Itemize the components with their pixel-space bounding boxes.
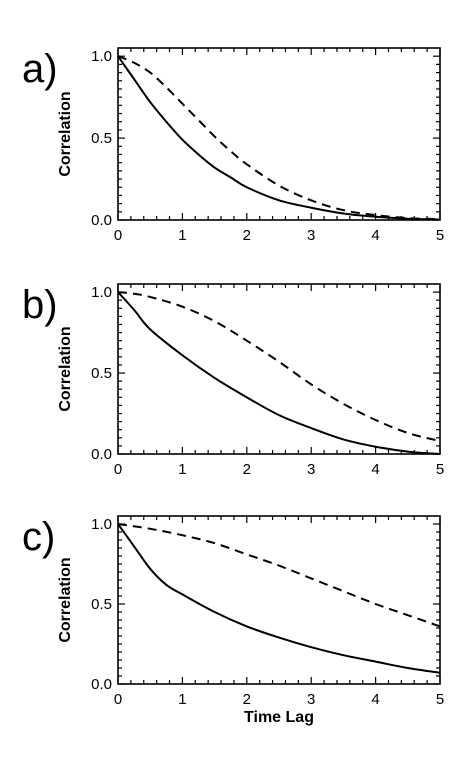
x-tick-label: 5 <box>436 227 444 244</box>
panel-label: b) <box>22 283 58 327</box>
plot-frame <box>117 515 441 685</box>
x-tick-label: 2 <box>243 691 251 708</box>
x-axis-label: Time Lag <box>244 709 314 726</box>
chart-panel-3: c) 0 1 2 3 4 5 0.0 0.5 1.0 Correlation Time Lag <box>22 515 444 726</box>
y-tick-label: 1.0 <box>91 516 112 533</box>
x-tick-label: 3 <box>307 227 315 244</box>
x-tick-label: 1 <box>178 227 186 244</box>
x-tick-label: 2 <box>243 461 251 478</box>
panel-label: a) <box>22 47 58 91</box>
dashed-series-line <box>117 55 441 221</box>
x-tick-label: 3 <box>307 461 315 478</box>
y-tick-label: 0.0 <box>91 446 112 463</box>
y-tick-label: 0.5 <box>91 365 112 382</box>
x-tick-label: 5 <box>436 691 444 708</box>
y-axis-label: Correlation <box>57 91 74 176</box>
plot-frame <box>117 47 441 221</box>
y-tick-label: 0.5 <box>91 596 112 613</box>
x-tick-label: 5 <box>436 461 444 478</box>
x-tick-label: 0 <box>114 227 122 244</box>
chart-panel-1: a) 0 1 2 3 4 5 0.0 0.5 1.0 Correlation <box>22 47 444 244</box>
y-axis-label: Correlation <box>57 326 74 411</box>
x-tick-label: 1 <box>178 461 186 478</box>
x-tick-label: 0 <box>114 461 122 478</box>
plot-frame <box>117 283 441 455</box>
y-tick-label: 1.0 <box>91 284 112 301</box>
dashed-series-line <box>117 523 441 628</box>
x-tick-label: 3 <box>307 691 315 708</box>
x-tick-label: 4 <box>371 461 379 478</box>
y-tick-label: 0.0 <box>91 676 112 693</box>
x-tick-label: 2 <box>243 227 251 244</box>
solid-series-line <box>117 523 441 674</box>
y-tick-label: 0.0 <box>91 212 112 229</box>
solid-series-line <box>117 55 441 221</box>
x-tick-label: 4 <box>371 227 379 244</box>
y-tick-label: 1.0 <box>91 48 112 65</box>
solid-series-line <box>117 291 441 455</box>
y-tick-label: 0.5 <box>91 130 112 147</box>
dashed-series-line <box>117 291 441 443</box>
y-axis-label: Correlation <box>57 557 74 642</box>
panel-label: c) <box>22 515 55 559</box>
x-tick-label: 0 <box>114 691 122 708</box>
x-tick-label: 4 <box>371 691 379 708</box>
x-tick-label: 1 <box>178 691 186 708</box>
chart-panel-2: b) 0 1 2 3 4 5 0.0 0.5 1.0 Correlation <box>22 283 444 478</box>
